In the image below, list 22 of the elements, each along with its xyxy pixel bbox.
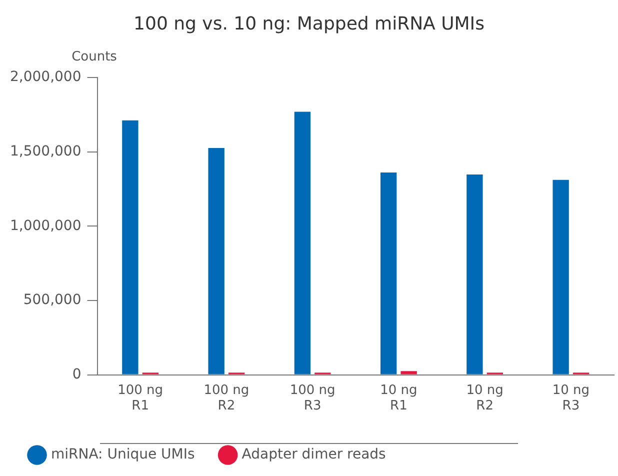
y-tick-label: 1,500,000 (10, 144, 82, 160)
x-tick-label: 10 ng R1 (380, 382, 418, 414)
legend-label: miRNA: Unique UMIs (51, 446, 195, 463)
y-tick-label: 1,000,000 (10, 218, 82, 234)
y-axis-title: Counts (72, 49, 118, 64)
chart-title: 100 ng vs. 10 ng: Mapped miRNA UMIs (134, 13, 484, 34)
x-tick-label: 10 ng R2 (466, 382, 504, 414)
bar (380, 172, 397, 374)
bar (208, 148, 224, 374)
bar (552, 180, 569, 374)
bar (400, 371, 417, 374)
bar (122, 120, 138, 374)
legend-label: Adapter dimer reads (242, 446, 386, 463)
x-tick-label: 100 ng R2 (204, 382, 250, 414)
x-tick-label: 100 ng R1 (118, 382, 164, 414)
x-tick-label: 10 ng R3 (552, 382, 590, 414)
y-tick-label: 500,000 (23, 292, 82, 308)
y-tick-label: 2,000,000 (10, 69, 82, 86)
bar (294, 112, 311, 374)
bar (466, 174, 483, 374)
y-tick-label: 0 (72, 366, 82, 382)
x-tick-label: 100 ng R3 (290, 382, 336, 414)
